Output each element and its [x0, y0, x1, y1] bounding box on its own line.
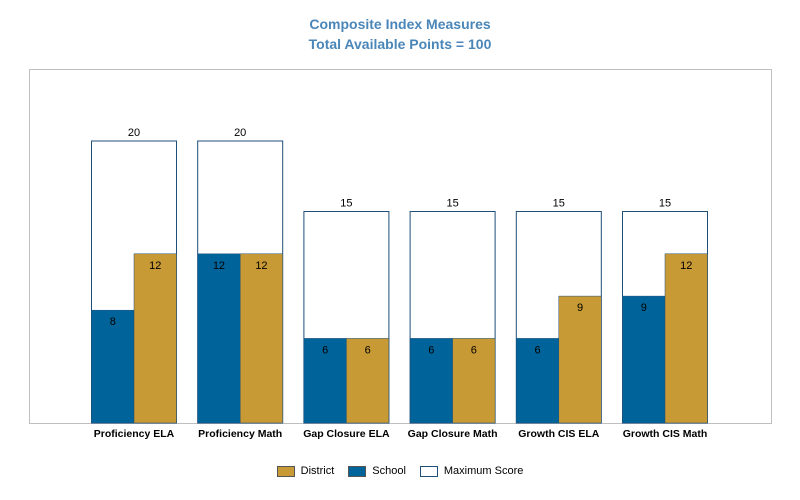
bar-district: [239, 253, 283, 424]
bar-district: [452, 338, 496, 424]
legend-item-district: District: [276, 465, 335, 477]
data-label-district: 12: [680, 260, 692, 272]
legend: District School Maximum Score: [0, 465, 800, 477]
bar-district: [664, 253, 708, 424]
bar-school: [409, 338, 453, 424]
data-label-school: 12: [213, 260, 225, 272]
bar-school: [91, 309, 135, 424]
bar-district: [558, 295, 602, 424]
legend-swatch: [419, 465, 438, 477]
data-label-maximum-score: 20: [234, 127, 246, 139]
data-label-school: 8: [110, 316, 116, 328]
chart-title: Composite Index Measures: [309, 16, 491, 32]
chart-subtitle: Total Available Points = 100: [308, 36, 492, 52]
data-label-maximum-score: 15: [553, 198, 565, 210]
legend-label: School: [372, 465, 406, 477]
x-tick-label: Proficiency ELA: [94, 428, 175, 440]
data-label-district: 6: [471, 344, 477, 356]
data-label-district: 12: [149, 260, 161, 272]
data-label-school: 6: [322, 344, 328, 356]
bar-school: [622, 295, 666, 424]
bar-school: [516, 338, 560, 424]
data-label-maximum-score: 15: [446, 198, 458, 210]
data-label-district: 6: [365, 344, 371, 356]
data-label-district: 9: [577, 302, 583, 314]
bar-school: [303, 338, 347, 424]
data-label-school: 6: [428, 344, 434, 356]
bar-district: [346, 338, 390, 424]
x-tick-label: Proficiency Math: [198, 428, 282, 440]
x-tick-label: Gap Closure Math: [408, 428, 498, 440]
x-tick-label: Growth CIS Math: [623, 428, 708, 440]
x-tick-label: Gap Closure ELA: [303, 428, 390, 440]
data-label-district: 12: [255, 260, 267, 272]
data-label-school: 9: [641, 302, 647, 314]
legend-swatch: [276, 465, 295, 477]
bar-school: [197, 253, 241, 424]
x-tick-label: Growth CIS ELA: [518, 428, 600, 440]
data-label-maximum-score: 15: [659, 198, 671, 210]
legend-label: Maximum Score: [443, 465, 524, 477]
legend-label: District: [300, 465, 335, 477]
legend-item-maximum-score: Maximum Score: [419, 465, 524, 477]
bar-district: [133, 253, 177, 424]
data-label-maximum-score: 15: [340, 198, 352, 210]
legend-swatch: [348, 465, 367, 477]
legend-item-school: School: [348, 465, 406, 477]
data-label-school: 6: [534, 344, 540, 356]
data-label-maximum-score: 20: [128, 127, 140, 139]
